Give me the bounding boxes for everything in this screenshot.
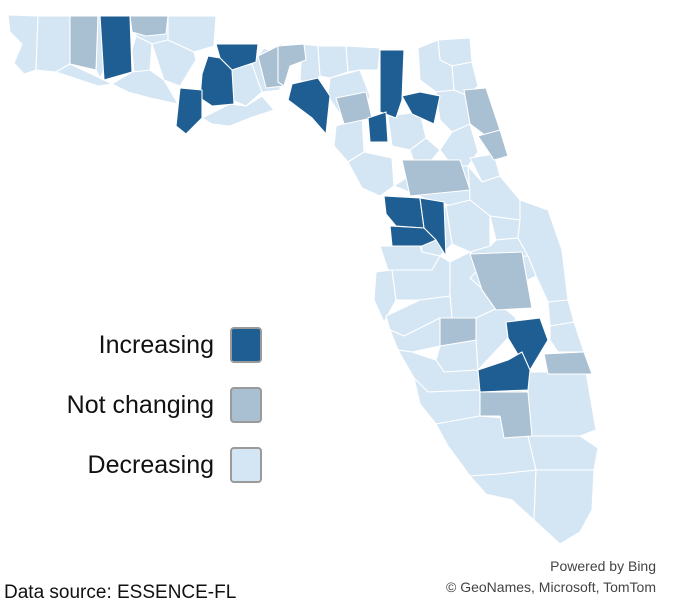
county-baker[interactable] — [417, 39, 455, 93]
county-increasing-2[interactable] — [215, 43, 259, 71]
county-increasing-13[interactable] — [477, 351, 531, 393]
county-increasing-10[interactable] — [419, 197, 447, 257]
county-increasing-7[interactable] — [367, 111, 389, 143]
county-levy[interactable] — [347, 151, 395, 197]
county-franklin[interactable] — [201, 95, 275, 127]
county-increasing-9[interactable] — [383, 195, 425, 229]
increasing-counties — [99, 15, 549, 393]
county-santa-rosa[interactable] — [35, 15, 71, 73]
county-broward[interactable] — [527, 435, 599, 471]
attribution-powered-by: Powered by Bing — [550, 558, 656, 574]
legend-item-decreasing: Decreasing — [0, 444, 262, 486]
county-okaloosa-south[interactable] — [55, 63, 113, 87]
county-increasing-11[interactable] — [389, 225, 437, 247]
county-not-changing-9[interactable] — [469, 251, 533, 311]
county-not-changing-1[interactable] — [69, 15, 99, 71]
legend-item-increasing: Increasing — [0, 324, 262, 366]
county-not-changing-11[interactable] — [543, 351, 593, 375]
county-not-changing-10[interactable] — [439, 317, 477, 347]
map-attribution: Powered by Bing © GeoNames, Microsoft, T… — [446, 556, 656, 598]
legend-item-not-changing: Not changing — [0, 384, 262, 426]
county-escambia[interactable] — [7, 14, 39, 75]
legend-swatch-decreasing — [230, 447, 262, 483]
county-not-changing-4[interactable] — [277, 43, 307, 87]
county-seminole[interactable] — [489, 215, 521, 241]
county-st-lucie[interactable] — [549, 321, 585, 353]
legend-label-decreasing: Decreasing — [87, 450, 214, 479]
not-changing-counties — [69, 15, 593, 439]
county-brevard[interactable] — [517, 199, 569, 303]
county-increasing-1[interactable] — [99, 15, 133, 81]
county-not-changing-2[interactable] — [129, 15, 169, 37]
county-jackson[interactable] — [167, 15, 217, 53]
county-palm-beach[interactable] — [527, 371, 597, 437]
county-not-changing-8[interactable] — [401, 159, 471, 197]
county-not-changing-5[interactable] — [335, 91, 373, 125]
county-not-changing-12[interactable] — [479, 391, 533, 439]
county-increasing-5[interactable] — [287, 77, 331, 135]
county-increasing-6[interactable] — [379, 49, 405, 119]
county-hamilton[interactable] — [345, 45, 381, 73]
county-pinellas[interactable] — [373, 269, 397, 323]
county-increasing-8[interactable] — [401, 91, 441, 125]
county-monroe-mainland[interactable] — [469, 469, 537, 521]
legend-label-not-changing: Not changing — [66, 390, 214, 419]
county-miami-dade[interactable] — [533, 469, 595, 545]
county-madison[interactable] — [317, 45, 349, 79]
legend-swatch-increasing — [230, 327, 262, 363]
data-source-note: Data source: ESSENCE-FL — [4, 582, 237, 603]
legend-label-increasing: Increasing — [98, 330, 214, 359]
county-calhoun[interactable] — [151, 39, 197, 87]
legend-swatch-not-changing — [230, 387, 262, 423]
county-increasing-4[interactable] — [175, 87, 203, 135]
county-increasing-3[interactable] — [199, 55, 235, 107]
county-not-changing-7[interactable] — [477, 129, 509, 161]
attribution-copyright: © GeoNames, Microsoft, TomTom — [446, 579, 656, 595]
county-bay[interactable] — [111, 69, 179, 105]
